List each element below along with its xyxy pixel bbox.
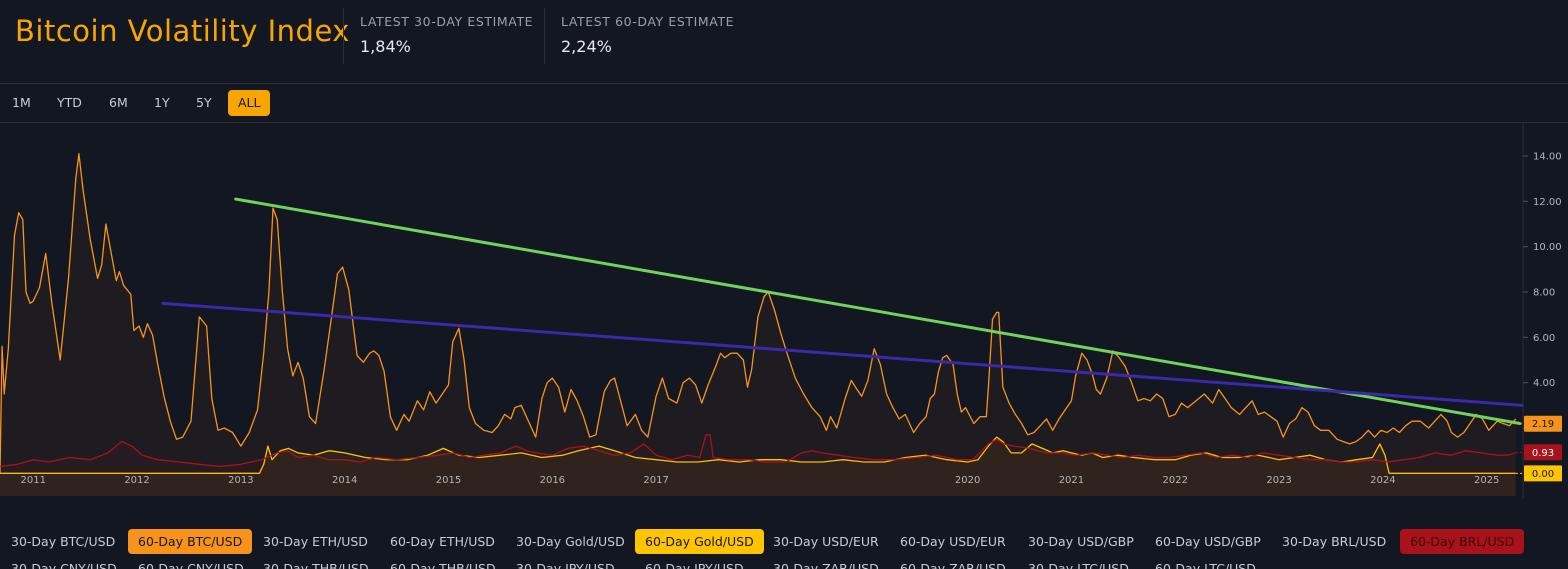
- range-all-button[interactable]: ALL: [228, 90, 271, 116]
- legend-item[interactable]: 60-Day CNY/USD: [138, 561, 244, 569]
- stat-value: 1,84%: [360, 37, 411, 56]
- y-tick-label: 12.00: [1533, 197, 1562, 208]
- x-tick-label: 2025: [1474, 475, 1499, 486]
- x-tick-label: 2017: [643, 475, 668, 486]
- legend-item[interactable]: 30-Day USD/EUR: [773, 534, 879, 549]
- x-tick-label: 2014: [332, 475, 357, 486]
- legend-item[interactable]: 30-Day USD/GBP: [1028, 534, 1134, 549]
- series-layer: [0, 153, 1517, 496]
- range-1m-button[interactable]: 1M: [12, 95, 31, 110]
- x-tick-label: 2023: [1266, 475, 1291, 486]
- y-tick-label: 8.00: [1533, 288, 1555, 299]
- last-value-tag: 2.19: [1516, 415, 1562, 432]
- tag-background: [1524, 444, 1562, 461]
- series-line: [0, 434, 1516, 468]
- legend-item[interactable]: 60-Day Gold/USD: [635, 529, 764, 554]
- trendline: [161, 301, 1524, 407]
- x-tick-label: 2022: [1163, 475, 1188, 486]
- legend-item[interactable]: 60-Day BRL/USD: [1400, 529, 1525, 554]
- tag-background: [1524, 415, 1562, 432]
- legend-item[interactable]: 60-Day ZAR/USD: [900, 561, 1006, 569]
- range-1y-button[interactable]: 1Y: [154, 95, 170, 110]
- x-tick-label: 2016: [540, 475, 565, 486]
- x-tick-label: 2011: [20, 475, 45, 486]
- page-title: Bitcoin Volatility Index: [15, 14, 350, 48]
- legend-item[interactable]: 60-Day USD/EUR: [900, 534, 1006, 549]
- header: Bitcoin Volatility Index LATEST 30-DAY E…: [0, 0, 1568, 84]
- tag-label: 0.93: [1532, 448, 1554, 459]
- y-tick-label: 14.00: [1533, 152, 1562, 163]
- legend-item[interactable]: 60-Day USD/GBP: [1155, 534, 1261, 549]
- x-tick-label: 2024: [1370, 475, 1395, 486]
- legend-item[interactable]: 60-Day THB/USD: [390, 561, 496, 569]
- series-area: [0, 153, 1516, 496]
- stat-label: LATEST 30-DAY ESTIMATE: [360, 14, 534, 29]
- stat-value: 2,24%: [561, 37, 612, 56]
- legend-item[interactable]: 30-Day BRL/USD: [1282, 534, 1387, 549]
- tag-label: 0.00: [1532, 469, 1554, 480]
- stat-60-day: LATEST 60-DAY ESTIMATE 2,24%: [544, 8, 734, 64]
- x-tick-label: 2015: [436, 475, 461, 486]
- legend-item[interactable]: 60-Day LTC/USD: [1155, 561, 1256, 569]
- tag-background: [1524, 465, 1562, 482]
- series-line: [0, 153, 1517, 474]
- legend-item[interactable]: 30-Day THB/USD: [263, 561, 369, 569]
- legend-item[interactable]: 60-Day JPY/USD: [645, 561, 744, 569]
- y-tick-label: 10.00: [1533, 242, 1562, 253]
- legend-item[interactable]: 30-Day CNY/USD: [11, 561, 117, 569]
- legend-item[interactable]: 60-Day BTC/USD: [128, 529, 253, 554]
- x-axis: 2011 2012 2013 2014 2015 2016 2017 2020 2021 2022…: [20, 475, 1499, 486]
- x-tick-label: 2013: [228, 475, 253, 486]
- legend-item[interactable]: 30-Day ZAR/USD: [773, 561, 879, 569]
- series-legend: 30-Day BTC/USD 60-Day BTC/USD 30-Day ETH/U…: [0, 528, 1568, 569]
- stat-label: LATEST 60-DAY ESTIMATE: [561, 14, 735, 29]
- last-value-tag: 0.93: [1516, 444, 1562, 461]
- legend-item[interactable]: 30-Day JPY/USD: [516, 561, 615, 569]
- x-tick-label: 2012: [124, 475, 149, 486]
- x-tick-label: 2021: [1059, 475, 1084, 486]
- x-tick-label: 2020: [955, 475, 980, 486]
- tag-label: 2.19: [1532, 419, 1554, 430]
- series-area: [0, 434, 1516, 496]
- range-selector: 1M YTD 6M 1Y 5Y ALL: [0, 84, 1568, 123]
- stat-30-day: LATEST 30-DAY ESTIMATE 1,84%: [343, 8, 533, 64]
- legend-item[interactable]: 30-Day Gold/USD: [516, 534, 625, 549]
- legend-item[interactable]: 30-Day ETH/USD: [263, 534, 368, 549]
- trendline: [234, 197, 1522, 425]
- series-area: [0, 437, 1516, 496]
- last-value-tag: 0.00: [1516, 465, 1562, 482]
- y-tick-label: 6.00: [1533, 333, 1555, 344]
- range-ytd-button[interactable]: YTD: [57, 95, 82, 110]
- y-tick-label: 4.00: [1533, 378, 1555, 389]
- legend-item[interactable]: 30-Day BTC/USD: [11, 534, 116, 549]
- legend-item[interactable]: 60-Day ETH/USD: [390, 534, 495, 549]
- range-5y-button[interactable]: 5Y: [196, 95, 212, 110]
- trendline-layer: [161, 197, 1524, 425]
- legend-item[interactable]: 30-Day LTC/USD: [1028, 561, 1129, 569]
- last-value-tags: 2.19 0.93 0.00: [1516, 415, 1562, 482]
- range-6m-button[interactable]: 6M: [109, 95, 128, 110]
